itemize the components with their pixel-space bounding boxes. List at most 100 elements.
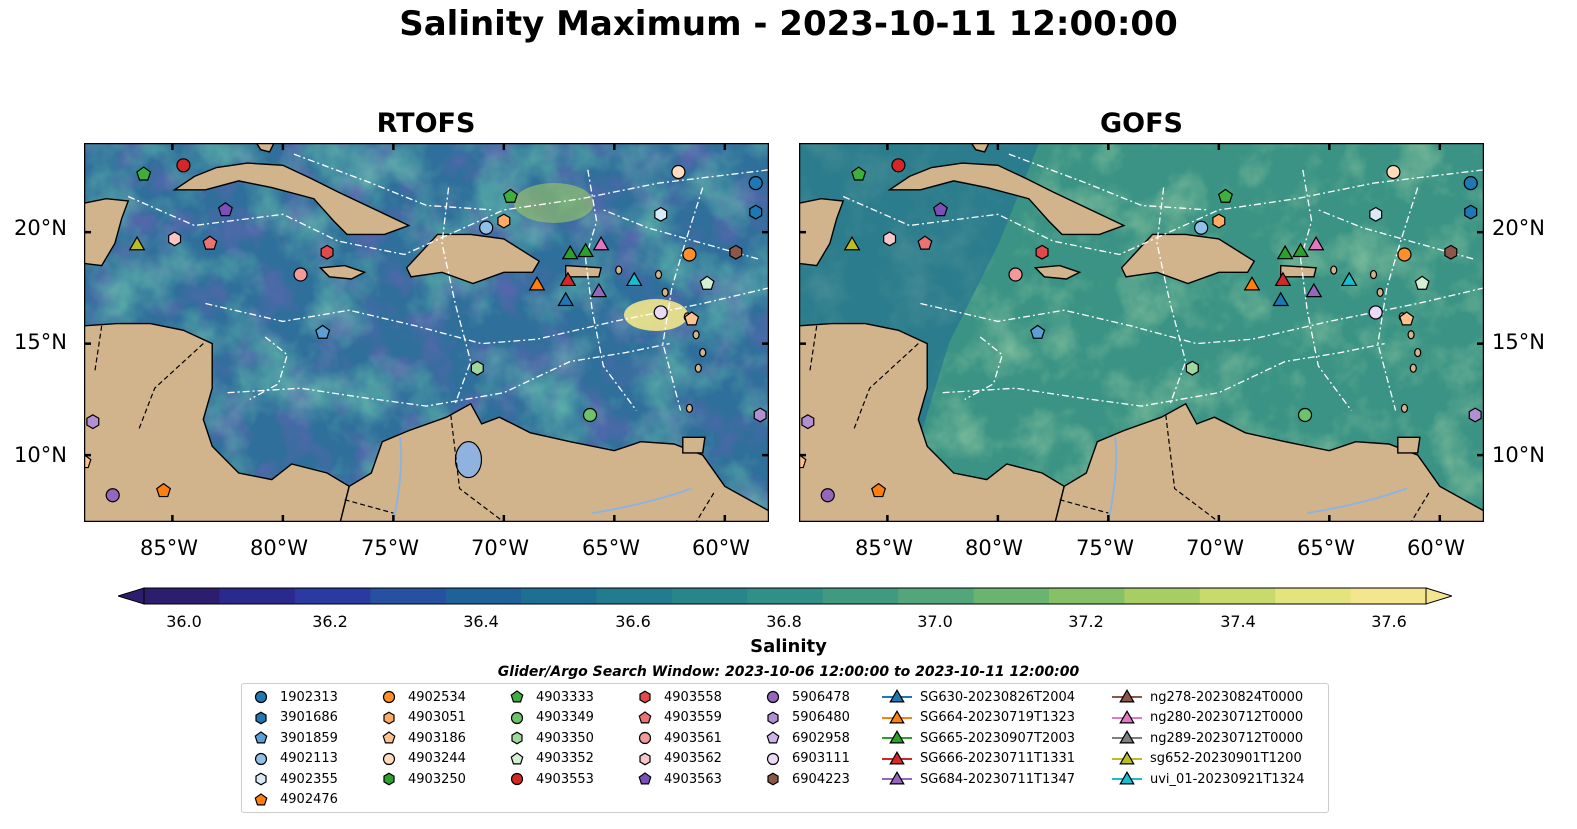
float-marker bbox=[320, 244, 334, 260]
lon-tick-gofs: 80°W bbox=[965, 536, 1023, 560]
float-marker bbox=[671, 164, 686, 180]
marker-layer bbox=[84, 158, 767, 503]
landmass bbox=[565, 264, 602, 278]
float-marker bbox=[136, 166, 152, 181]
legend-swatch bbox=[382, 752, 396, 765]
legend-marker bbox=[766, 752, 780, 765]
legend-label: ng278-20230824T0000 bbox=[1150, 689, 1304, 705]
legend-item: 6904223 bbox=[762, 769, 850, 790]
float-marker bbox=[1212, 213, 1226, 229]
island bbox=[1414, 347, 1422, 358]
boundary-line bbox=[1377, 187, 1419, 411]
float-marker bbox=[590, 282, 608, 298]
float-marker bbox=[1444, 244, 1458, 260]
legend-label: 4903349 bbox=[536, 710, 594, 726]
float-marker bbox=[577, 242, 594, 258]
colorbar-segment bbox=[596, 588, 673, 604]
landmass bbox=[1280, 264, 1317, 278]
legend-label: 4903558 bbox=[664, 689, 722, 705]
legend-item: 4903186 bbox=[378, 728, 466, 749]
colorbar-segment bbox=[898, 588, 975, 604]
legend-swatch bbox=[882, 730, 912, 744]
lat-tick-left: 15°N bbox=[14, 330, 67, 354]
lon-tick-rtofs: 80°W bbox=[250, 536, 308, 560]
legend-item: SG665-20230907T2003 bbox=[882, 728, 1075, 749]
float-marker bbox=[202, 235, 218, 250]
colorbar-segment bbox=[973, 588, 1050, 604]
landmass bbox=[172, 162, 411, 236]
legend-item: sg652-20230901T1200 bbox=[1112, 749, 1304, 770]
legend-column: 4903558 4903559 4903561 4903562 4903563 bbox=[634, 687, 722, 790]
landmass bbox=[1033, 264, 1082, 280]
legend-item: 4903563 bbox=[634, 769, 722, 790]
legend-marker bbox=[382, 752, 396, 765]
legend-swatch bbox=[766, 691, 780, 704]
legend-marker bbox=[254, 731, 268, 744]
float-marker bbox=[176, 158, 191, 173]
colorbar-segment bbox=[1124, 588, 1201, 604]
legend-item: 5906480 bbox=[762, 708, 850, 729]
lat-tick-left: 20°N bbox=[14, 216, 67, 240]
legend-marker bbox=[1119, 689, 1135, 703]
float-marker bbox=[1292, 242, 1309, 258]
legend-marker bbox=[639, 752, 651, 766]
legend-marker bbox=[255, 772, 267, 786]
float-marker bbox=[128, 235, 146, 251]
legend-label: uvi_01-20230921T1324 bbox=[1150, 771, 1305, 787]
river bbox=[1107, 437, 1118, 522]
lon-tick-gofs: 60°W bbox=[1407, 536, 1465, 560]
country-border bbox=[344, 499, 394, 514]
legend-label: SG630-20230826T2004 bbox=[920, 689, 1076, 705]
legend-item: 6903111 bbox=[762, 749, 850, 770]
legend-swatch bbox=[510, 711, 524, 724]
island bbox=[1376, 287, 1384, 297]
legend: 1902313 3901686 3901859 4902113 4902355 49024… bbox=[241, 683, 1329, 813]
legend-marker bbox=[254, 691, 268, 704]
colorbar-tick: 36.6 bbox=[615, 612, 651, 631]
float-marker bbox=[1008, 267, 1023, 282]
float-marker bbox=[315, 324, 331, 339]
legend-swatch bbox=[254, 792, 268, 806]
legend-marker bbox=[766, 691, 780, 704]
legend-marker bbox=[1119, 750, 1135, 765]
lon-tick-gofs: 85°W bbox=[855, 536, 913, 560]
legend-swatch bbox=[511, 731, 523, 745]
float-marker bbox=[682, 247, 697, 262]
legend-swatch bbox=[382, 731, 396, 744]
colorbar-segment bbox=[445, 588, 522, 604]
legend-label: sg652-20230901T1200 bbox=[1150, 751, 1302, 767]
float-marker bbox=[801, 414, 815, 430]
legend-label: ng289-20230712T0000 bbox=[1150, 730, 1304, 746]
land-layer bbox=[84, 143, 769, 522]
float-marker bbox=[293, 267, 308, 282]
legend-swatch bbox=[638, 772, 652, 785]
legend-swatch bbox=[382, 691, 396, 704]
island bbox=[654, 269, 663, 280]
colorbar-tick: 36.0 bbox=[166, 612, 202, 631]
lat-tick-left: 10°N bbox=[14, 443, 67, 467]
legend-label: SG684-20230711T1347 bbox=[920, 771, 1076, 787]
landmass bbox=[84, 197, 130, 267]
legend-label: 4903244 bbox=[408, 751, 466, 767]
lon-tick-rtofs: 85°W bbox=[140, 536, 198, 560]
legend-marker bbox=[510, 690, 524, 703]
legend-label: 6903111 bbox=[792, 751, 850, 767]
country-border bbox=[1410, 492, 1430, 522]
float-marker bbox=[528, 276, 546, 291]
lon-tick-gofs: 70°W bbox=[1186, 536, 1244, 560]
boundary-line bbox=[127, 169, 769, 256]
legend-item: 4902476 bbox=[250, 790, 338, 811]
float-marker bbox=[582, 407, 598, 423]
marker-layer bbox=[799, 158, 1482, 503]
float-marker bbox=[699, 275, 715, 290]
lake-maracaibo bbox=[454, 440, 483, 479]
legend-label: 6904223 bbox=[792, 771, 850, 787]
boundary-line bbox=[293, 153, 493, 211]
float-marker bbox=[883, 231, 897, 247]
legend-item: SG666-20230711T1331 bbox=[882, 749, 1075, 770]
legend-swatch bbox=[639, 752, 651, 766]
country-border bbox=[450, 414, 505, 522]
legend-swatch bbox=[510, 773, 524, 786]
legend-swatch bbox=[383, 772, 395, 786]
float-marker bbox=[105, 488, 120, 503]
